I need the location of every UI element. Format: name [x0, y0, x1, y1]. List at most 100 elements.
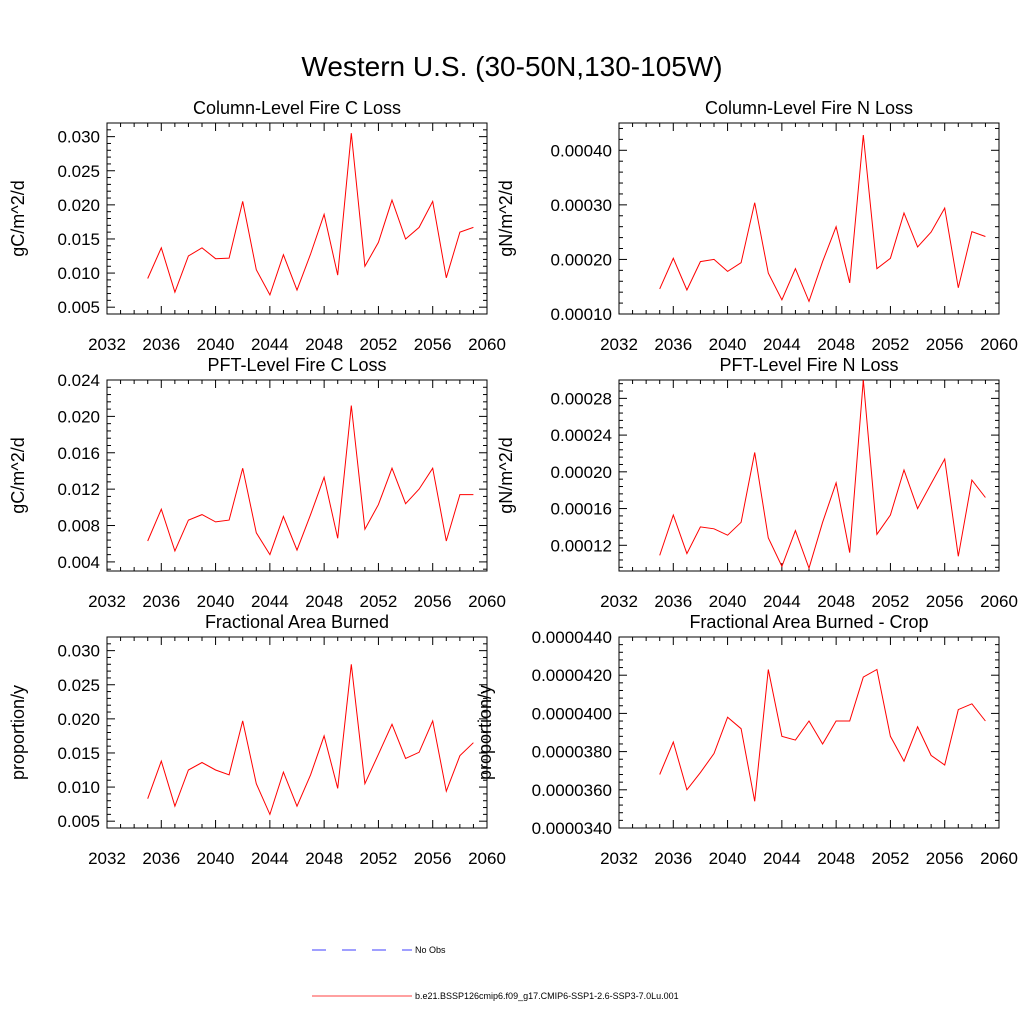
panel-title: Fractional Area Burned: [205, 612, 389, 632]
y-axis-label: gN/m^2/d: [496, 180, 516, 256]
x-tick-label: 2032: [600, 849, 638, 868]
series-line-1: [147, 133, 474, 297]
legend-model-label: b.e21.BSSP126cmip6.f09_g17.CMIP6-SSP1-2.…: [415, 991, 679, 1001]
y-tick-label: 0.015: [57, 744, 100, 763]
x-tick-label: 2036: [654, 849, 692, 868]
y-tick-label: 0.005: [57, 298, 100, 317]
x-tick-label: 2056: [414, 849, 452, 868]
panel-title: Fractional Area Burned - Crop: [689, 612, 928, 632]
x-tick-label: 2032: [600, 592, 638, 611]
plot-frame: [106, 379, 488, 572]
chart-panel-6: Fractional Area Burned - Crop 2032 2036 204…: [475, 612, 1018, 868]
x-tick-label: 2048: [817, 849, 855, 868]
y-tick-label: 0.00016: [551, 500, 612, 519]
x-tick-label: 2040: [709, 849, 747, 868]
x-tick-label: 2052: [872, 849, 910, 868]
x-tick-label: 2056: [414, 335, 452, 354]
y-tick-label: 0.00020: [551, 250, 612, 269]
x-tick-label: 2044: [763, 335, 801, 354]
y-axis-label: gC/m^2/d: [8, 437, 28, 513]
x-tick-label: 2040: [197, 849, 235, 868]
panel-title: PFT-Level Fire C Loss: [207, 355, 386, 375]
x-tick-label: 2056: [414, 592, 452, 611]
y-tick-label: 0.024: [57, 371, 100, 390]
y-tick-label: 0.004: [57, 553, 100, 572]
x-tick-label: 2060: [980, 592, 1018, 611]
y-tick-label: 0.0000420: [532, 666, 612, 685]
x-tick-label: 2052: [872, 335, 910, 354]
y-axis-label: gN/m^2/d: [496, 437, 516, 513]
panel-title: Column-Level Fire N Loss: [705, 98, 913, 118]
y-tick-label: 0.005: [57, 812, 100, 831]
plot-frame: [106, 636, 488, 829]
x-tick-label: 2044: [251, 335, 289, 354]
x-tick-label: 2056: [926, 592, 964, 611]
x-tick-label: 2048: [817, 335, 855, 354]
y-tick-label: 0.00012: [551, 536, 612, 555]
x-tick-label: 2052: [360, 849, 398, 868]
y-tick-label: 0.008: [57, 517, 100, 536]
x-tick-label: 2060: [980, 849, 1018, 868]
x-tick-label: 2060: [468, 849, 506, 868]
x-tick-label: 2040: [709, 592, 747, 611]
y-tick-label: 0.0000360: [532, 781, 612, 800]
panel-title: PFT-Level Fire N Loss: [719, 355, 898, 375]
x-tick-label: 2056: [926, 335, 964, 354]
x-tick-label: 2052: [872, 592, 910, 611]
x-tick-label: 2032: [88, 592, 126, 611]
y-tick-label: 0.020: [57, 407, 100, 426]
x-tick-label: 2032: [600, 335, 638, 354]
y-tick-label: 0.030: [57, 642, 100, 661]
x-tick-label: 2036: [654, 592, 692, 611]
y-tick-label: 0.0000340: [532, 819, 612, 838]
x-tick-label: 2036: [142, 592, 180, 611]
y-tick-label: 0.0000400: [532, 704, 612, 723]
panel-title: Column-Level Fire C Loss: [193, 98, 401, 118]
y-tick-label: 0.025: [57, 162, 100, 181]
y-tick-label: 0.015: [57, 230, 100, 249]
x-tick-label: 2060: [468, 335, 506, 354]
x-tick-label: 2044: [251, 592, 289, 611]
x-tick-label: 2060: [468, 592, 506, 611]
plot-frame: [618, 636, 1000, 829]
x-tick-label: 2052: [360, 335, 398, 354]
x-tick-label: 2036: [142, 849, 180, 868]
x-tick-label: 2048: [817, 592, 855, 611]
plot-frame: [106, 122, 488, 315]
x-tick-label: 2040: [197, 335, 235, 354]
y-tick-label: 0.016: [57, 444, 100, 463]
y-tick-label: 0.0000440: [532, 628, 612, 647]
x-tick-label: 2056: [926, 849, 964, 868]
series-line-1: [659, 379, 986, 570]
x-tick-label: 2036: [654, 335, 692, 354]
x-tick-label: 2060: [980, 335, 1018, 354]
x-tick-label: 2048: [305, 592, 343, 611]
plot-frame: [618, 122, 1000, 315]
series-line-1: [659, 134, 986, 303]
y-tick-label: 0.010: [57, 264, 100, 283]
x-tick-label: 2052: [360, 592, 398, 611]
y-tick-label: 0.030: [57, 128, 100, 147]
legend-obs-label: No Obs: [415, 945, 446, 955]
y-tick-label: 0.012: [57, 480, 100, 499]
x-tick-label: 2040: [709, 335, 747, 354]
x-tick-label: 2044: [763, 849, 801, 868]
y-tick-label: 0.00020: [551, 463, 612, 482]
y-tick-label: 0.025: [57, 676, 100, 695]
chart-panel-4: PFT-Level Fire N Loss 2032 2036 2040 2044 204…: [496, 355, 1018, 611]
chart-panel-5: Fractional Area Burned 2032 2036 2040 2044 20…: [8, 612, 506, 868]
x-tick-label: 2036: [142, 335, 180, 354]
y-tick-label: 0.00030: [551, 196, 612, 215]
y-tick-label: 0.010: [57, 778, 100, 797]
chart-panel-3: PFT-Level Fire C Loss 2032 2036 2040 2044 204…: [8, 355, 506, 611]
y-axis-label: proportion/y: [475, 685, 495, 780]
series-line-1: [659, 668, 986, 802]
x-tick-label: 2032: [88, 335, 126, 354]
series-line-1: [147, 664, 474, 816]
main-title: Western U.S. (30-50N,130-105W): [301, 51, 722, 82]
x-tick-label: 2044: [251, 849, 289, 868]
y-tick-label: 0.00040: [551, 141, 612, 160]
y-tick-label: 0.00028: [551, 389, 612, 408]
series-line-1: [147, 405, 474, 556]
